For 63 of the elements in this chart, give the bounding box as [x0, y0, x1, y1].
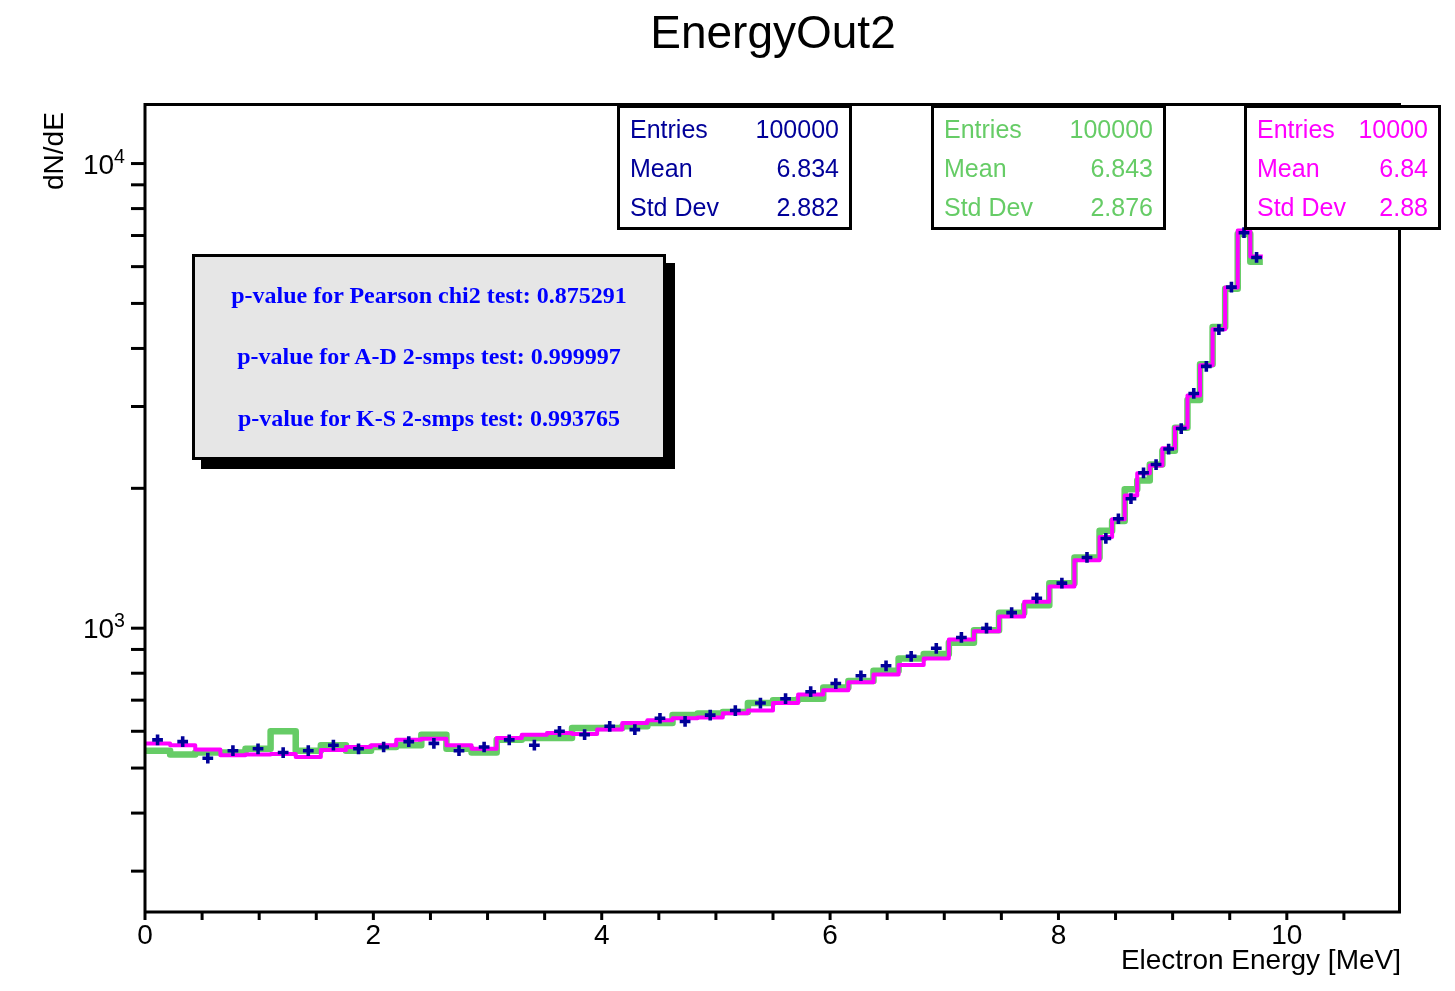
point	[1138, 467, 1149, 479]
point	[528, 739, 540, 751]
annotation: p-value for A-D 2-smps test: 0.999997	[237, 343, 621, 371]
point	[1113, 513, 1124, 525]
point	[428, 738, 440, 749]
x-tick-label: 0	[137, 919, 153, 950]
point	[855, 670, 867, 682]
y-tick-label: 10$^{4}$	[82, 144, 126, 180]
text: Mean 6.834	[630, 154, 839, 182]
point	[930, 642, 942, 654]
point	[403, 736, 415, 747]
point	[554, 725, 565, 737]
point	[152, 734, 163, 746]
point	[1226, 281, 1237, 293]
annotation: p-value for K-S 2-smps test: 0.993765	[237, 404, 621, 432]
point	[328, 739, 339, 751]
point	[1175, 423, 1187, 434]
point	[353, 743, 364, 755]
point	[378, 741, 390, 753]
point	[453, 745, 465, 757]
point	[880, 660, 892, 672]
point	[629, 724, 641, 735]
text: Entries 100000	[630, 115, 839, 143]
point	[780, 693, 791, 705]
point	[202, 752, 214, 764]
point	[302, 745, 314, 757]
x-tick-label: 4	[593, 919, 610, 950]
point	[1125, 493, 1137, 505]
point	[679, 716, 691, 727]
point	[604, 720, 616, 732]
annotation: Entries 10000	[1257, 114, 1428, 145]
y-axis-title: dN/dE	[38, 112, 70, 190]
x-tick-label: 8	[1050, 919, 1067, 950]
point	[905, 650, 917, 662]
point	[277, 747, 289, 758]
point	[1150, 459, 1162, 470]
x-tick-label: 6	[822, 919, 838, 950]
text: Entries 100000	[944, 115, 1153, 143]
point	[1213, 324, 1225, 336]
text: Mean 6.843	[944, 154, 1153, 182]
point	[654, 712, 666, 724]
text: Std Dev 2.88	[1257, 193, 1428, 221]
point	[503, 734, 515, 746]
point	[1100, 533, 1112, 544]
text: Mean 6.84	[1257, 154, 1428, 182]
x-tick-label: 2	[365, 919, 382, 950]
point	[1081, 552, 1093, 563]
point	[1188, 388, 1200, 399]
point	[227, 745, 239, 757]
point	[704, 709, 716, 721]
text: Std Dev 2.882	[630, 193, 839, 221]
point	[1031, 592, 1043, 604]
text: Std Dev 2.876	[944, 193, 1153, 221]
point	[830, 678, 842, 689]
point	[1163, 443, 1175, 455]
chart-title: EnergyOut2	[649, 6, 897, 58]
point	[755, 697, 766, 709]
point	[1056, 577, 1068, 589]
point	[478, 741, 490, 753]
y-tick-label: 10$^{3}$	[82, 609, 126, 645]
annotation: p-value for Pearson chi2 test: 0.875291	[231, 282, 627, 310]
point	[252, 743, 264, 755]
point	[981, 622, 992, 634]
